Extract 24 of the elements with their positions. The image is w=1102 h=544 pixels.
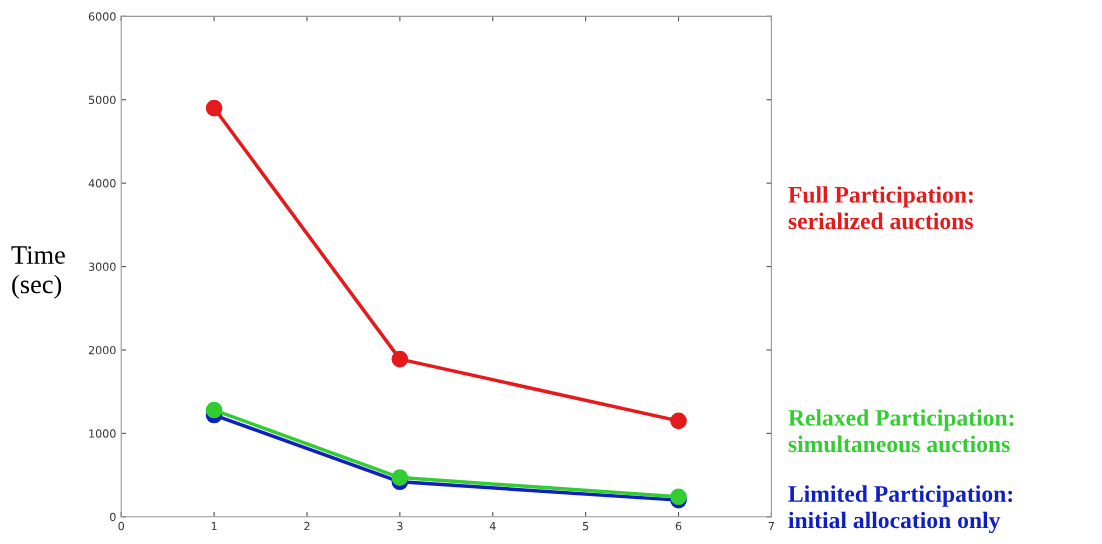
x-tick-label: 1 bbox=[211, 522, 217, 531]
text: Limited Participation: initial allocation only bbox=[788, 485, 1013, 534]
x-tick-label: 4 bbox=[489, 522, 496, 531]
text: Relaxed Participation: simultaneous auctions bbox=[788, 409, 1014, 453]
y-tick-label: 2000 bbox=[88, 345, 116, 355]
x-tick-label: 5 bbox=[582, 522, 589, 531]
x-tick-label: 3 bbox=[397, 521, 403, 531]
y-tick-label: 0 bbox=[110, 512, 116, 522]
y-axis-title: Time (sec) bbox=[11, 246, 65, 299]
text: Full Participation: serialized auctions bbox=[788, 186, 973, 230]
point bbox=[670, 412, 687, 430]
x-tick-label: 6 bbox=[675, 521, 682, 531]
x-tick-label: 2 bbox=[304, 521, 310, 531]
y-tick-label: 4000 bbox=[88, 179, 116, 188]
point bbox=[391, 350, 409, 368]
point bbox=[391, 469, 409, 486]
y-tick-label: 5000 bbox=[88, 95, 116, 105]
y-tick-label: 1000 bbox=[89, 429, 116, 438]
point bbox=[205, 401, 223, 419]
y-tick-label: 3000 bbox=[88, 262, 116, 271]
point bbox=[205, 99, 223, 117]
x-tick-label: 0 bbox=[118, 521, 125, 531]
y-tick-label: 6000 bbox=[88, 12, 116, 21]
x-tick-label: 7 bbox=[768, 522, 774, 531]
